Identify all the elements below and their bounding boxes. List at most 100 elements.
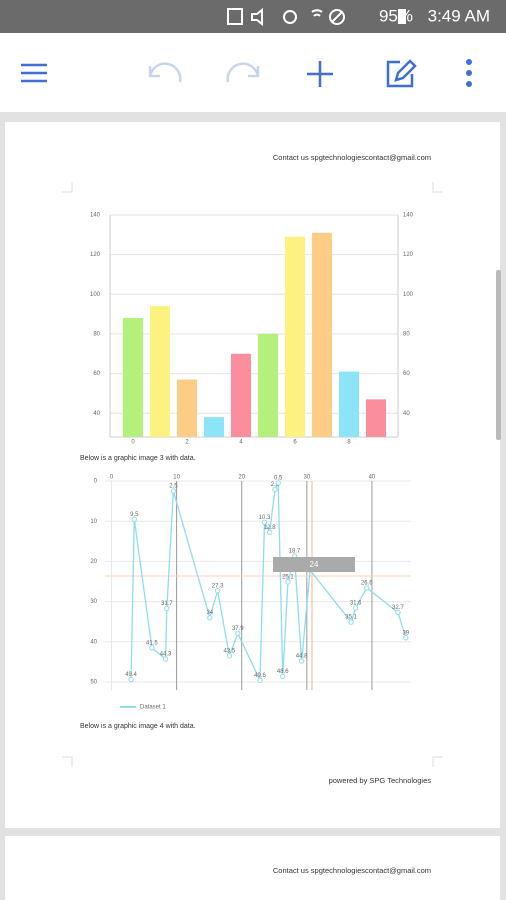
data-label: 2.1 [271, 482, 280, 488]
point [280, 673, 286, 680]
y2-tick-label: 140 [403, 213, 414, 219]
y-tick-label: 80 [93, 332, 100, 338]
x-tick-label: 0 [131, 440, 135, 446]
x-tick-label: 20 [238, 475, 245, 481]
point [272, 486, 278, 493]
y-tick-label: 20 [90, 559, 97, 565]
battery: 95% [379, 6, 413, 25]
data-label: 39 [402, 630, 409, 636]
data-label: 25.1 [282, 574, 294, 580]
data-label: 49.6 [254, 673, 266, 679]
y-tick-label: 40 [90, 639, 97, 645]
page-header: Contact us spgtechnologiescontact@gmail.… [273, 153, 431, 162]
more-button[interactable] [466, 59, 472, 87]
data-label: 35.1 [345, 615, 357, 621]
tooltip [273, 557, 355, 572]
data-label: 27.3 [212, 583, 224, 589]
clock: 3:49 AM [428, 6, 490, 25]
bar [150, 306, 170, 437]
y-tick-label: 60 [93, 371, 100, 377]
point [162, 656, 169, 662]
bar [231, 353, 251, 437]
caption: Below is a graphic image 4 with data. [80, 723, 196, 730]
y-tick-label: 10 [90, 519, 97, 525]
data-label: 18.7 [289, 549, 301, 555]
point [261, 519, 268, 526]
redo-button[interactable] [226, 62, 260, 83]
point [149, 645, 155, 651]
y-tick-label: 140 [90, 213, 101, 219]
status-icons [227, 7, 345, 27]
point [128, 676, 134, 683]
bar [312, 232, 332, 437]
point [348, 619, 354, 625]
x-tick-label: 0 [110, 475, 114, 481]
bar [339, 371, 359, 437]
point [131, 516, 137, 522]
y2-tick-label: 120 [403, 252, 414, 258]
data-label: 37.9 [232, 626, 244, 632]
bar [123, 318, 143, 437]
point [403, 635, 409, 641]
bar [366, 399, 386, 437]
x-tick-label: 8 [347, 440, 351, 446]
data-label: 41.5 [146, 640, 158, 646]
data-label: 44.8 [296, 654, 308, 660]
data-label: 2.5 [169, 484, 178, 490]
x-tick-label: 30 [303, 475, 310, 481]
x-tick-label: 6 [293, 440, 297, 446]
data-label: 48.6 [277, 669, 289, 675]
page [5, 836, 500, 900]
point [275, 480, 281, 486]
data-label: 26.6 [361, 580, 373, 586]
data-label: 44.3 [160, 652, 172, 658]
data-label: 31.6 [350, 601, 362, 607]
data-label: 0.5 [274, 476, 283, 482]
x-tick-label: 10 [173, 475, 180, 481]
page [5, 122, 500, 828]
bar [258, 333, 278, 437]
point [352, 605, 359, 611]
data-label: 34 [206, 610, 213, 616]
x-tick-label: 2 [185, 440, 189, 446]
point [207, 614, 213, 621]
tooltip-text: 24 [310, 560, 319, 569]
y-tick-label: 40 [93, 411, 100, 417]
menu-button[interactable] [21, 63, 47, 83]
point [164, 605, 170, 612]
y2-tick-label: 100 [403, 292, 414, 298]
y2-tick-label: 60 [403, 371, 410, 377]
data-label: 9.5 [130, 512, 139, 518]
bar [204, 417, 224, 437]
add-button[interactable] [307, 61, 333, 87]
point [267, 529, 273, 536]
edit-button[interactable] [386, 59, 417, 88]
y-tick-label: 0 [94, 479, 98, 485]
y-tick-label: 30 [90, 599, 97, 605]
point [395, 609, 401, 616]
page-header: Contact us spgtechnologiescontact@gmail.… [273, 866, 431, 875]
y2-tick-label: 40 [403, 411, 410, 417]
x-tick-label: 4 [239, 440, 243, 446]
scrollbar[interactable] [496, 270, 501, 440]
y-tick-label: 100 [90, 292, 101, 298]
y-tick-label: 120 [90, 252, 101, 258]
data-label: 32.7 [392, 605, 404, 611]
toolbar-icons [21, 59, 472, 88]
point [170, 488, 177, 494]
page-footer: powered by SPG Technologies [329, 776, 432, 785]
x-tick-label: 40 [369, 475, 376, 481]
point [364, 585, 370, 591]
bar [177, 379, 197, 437]
legend-label: Dataset 1 [140, 705, 166, 711]
caption: Below is a graphic image 3 with data. [80, 455, 196, 462]
undo-button[interactable] [148, 62, 182, 83]
data-label: 10.3 [259, 515, 271, 521]
point [226, 653, 233, 659]
data-label: 31.7 [161, 601, 173, 607]
point [235, 630, 241, 637]
data-label: 49.4 [125, 672, 137, 678]
point [214, 588, 221, 594]
